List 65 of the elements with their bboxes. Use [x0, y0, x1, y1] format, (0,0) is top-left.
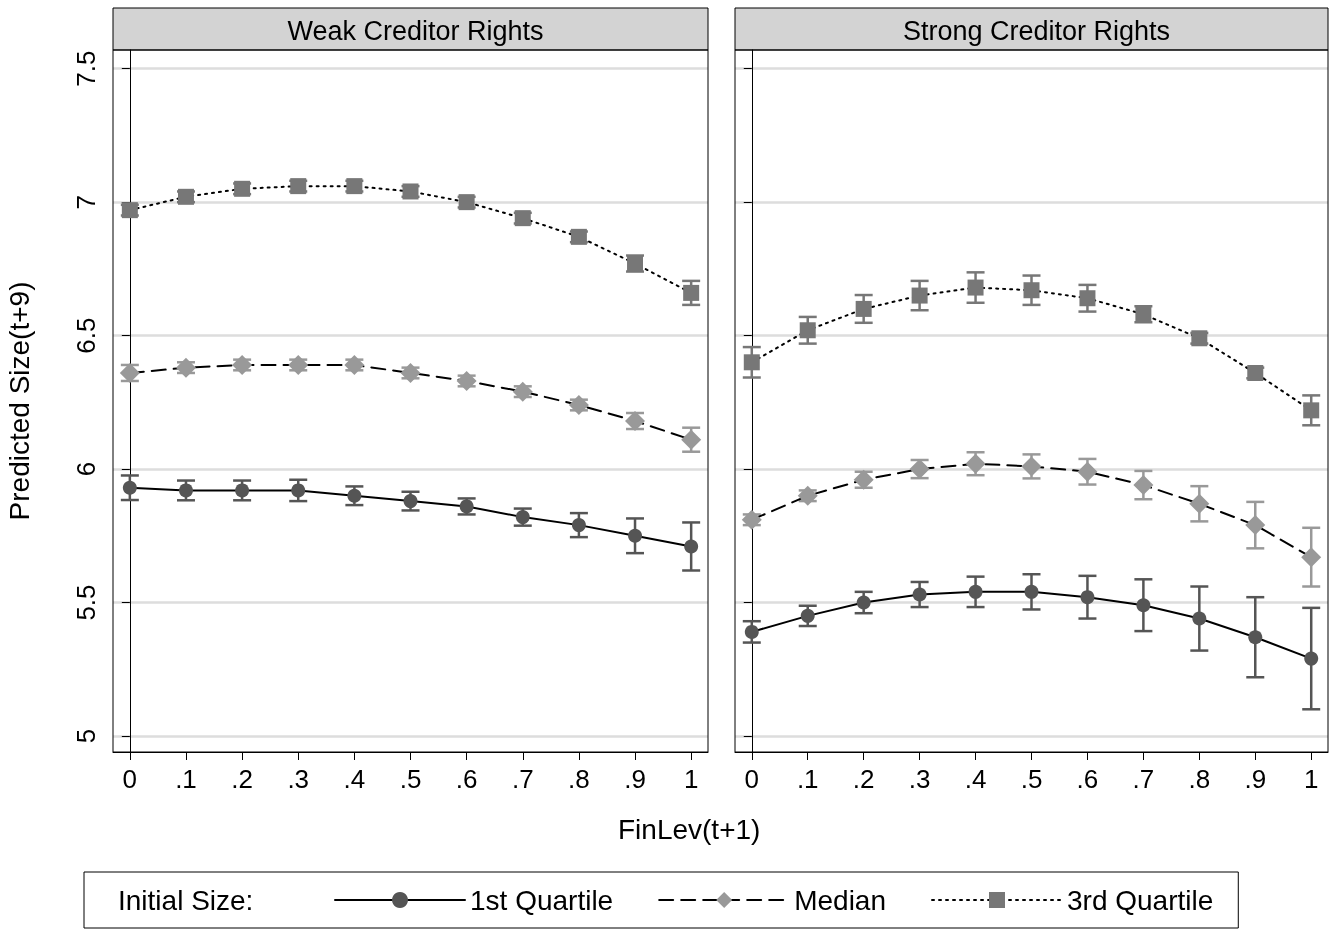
- point: [744, 624, 759, 639]
- point: [1245, 515, 1266, 536]
- x-tick-label: 0: [744, 764, 760, 794]
- legend-label: Median: [794, 884, 887, 916]
- x-tick-label: .1: [175, 764, 197, 794]
- y-tick-label: 7.5: [71, 50, 101, 87]
- x-tick-label: .4: [343, 764, 366, 794]
- point: [1133, 475, 1154, 496]
- x-tick-label: .5: [1020, 764, 1043, 794]
- point: [855, 300, 872, 317]
- point: [911, 287, 928, 304]
- point: [291, 483, 306, 498]
- x-tick-label: .2: [852, 764, 875, 794]
- x-tick-label: .9: [1244, 764, 1267, 794]
- point: [684, 539, 699, 554]
- point: [1303, 402, 1320, 419]
- y-tick-label: 6: [71, 461, 101, 477]
- y-tick-label: 5.5: [71, 584, 101, 621]
- x-tick-label: .1: [796, 764, 819, 794]
- point: [1080, 590, 1095, 605]
- x-tick-label: 1: [1303, 764, 1319, 794]
- x-tick-label: .6: [455, 764, 478, 794]
- point: [912, 587, 927, 602]
- point: [799, 322, 816, 339]
- legend-label: 3rd Quartile: [1067, 884, 1214, 916]
- x-tick-label: .9: [624, 764, 646, 794]
- x-tick-label: .7: [1132, 764, 1155, 794]
- point: [968, 584, 983, 599]
- x-axis-title: FinLev(t+1): [618, 813, 761, 845]
- x-tick-label: .2: [231, 764, 253, 794]
- point: [1304, 651, 1319, 666]
- point: [1136, 598, 1151, 613]
- point: [1079, 290, 1096, 307]
- point: [1023, 282, 1040, 299]
- point: [800, 608, 815, 623]
- y-tick-label: 7: [71, 194, 101, 210]
- point: [683, 284, 700, 301]
- x-tick-label: .3: [287, 764, 310, 794]
- point: [967, 279, 984, 296]
- x-tick-label: .5: [399, 764, 422, 794]
- x-tick-label: .6: [1076, 764, 1099, 794]
- x-tick-label: .8: [568, 764, 590, 794]
- legend-label: 1st Quartile: [470, 884, 614, 916]
- y-tick-label: 6.5: [71, 317, 101, 354]
- point: [571, 518, 586, 533]
- y-tick-label: 5: [71, 728, 101, 744]
- point: [122, 480, 137, 495]
- x-tick-label: .3: [908, 764, 931, 794]
- x-tick-label: .8: [1188, 764, 1211, 794]
- x-tick-label: 1: [683, 764, 699, 794]
- x-tick-label: 0: [122, 764, 138, 794]
- point: [856, 595, 871, 610]
- point: [1192, 611, 1207, 626]
- chart-title: Strong Creditor Rights: [902, 15, 1171, 46]
- x-tick-label: .4: [964, 764, 987, 794]
- point: [1301, 547, 1322, 568]
- point: [1189, 493, 1210, 514]
- point: [628, 528, 643, 543]
- chart-title: Weak Creditor Rights: [287, 15, 544, 46]
- legend-title: Initial Size:: [118, 884, 254, 916]
- point: [1024, 584, 1039, 599]
- point: [1248, 630, 1263, 645]
- x-tick-label: .7: [511, 764, 534, 794]
- y-axis-title: Predicted Size(t+9): [3, 281, 35, 521]
- point: [743, 354, 760, 371]
